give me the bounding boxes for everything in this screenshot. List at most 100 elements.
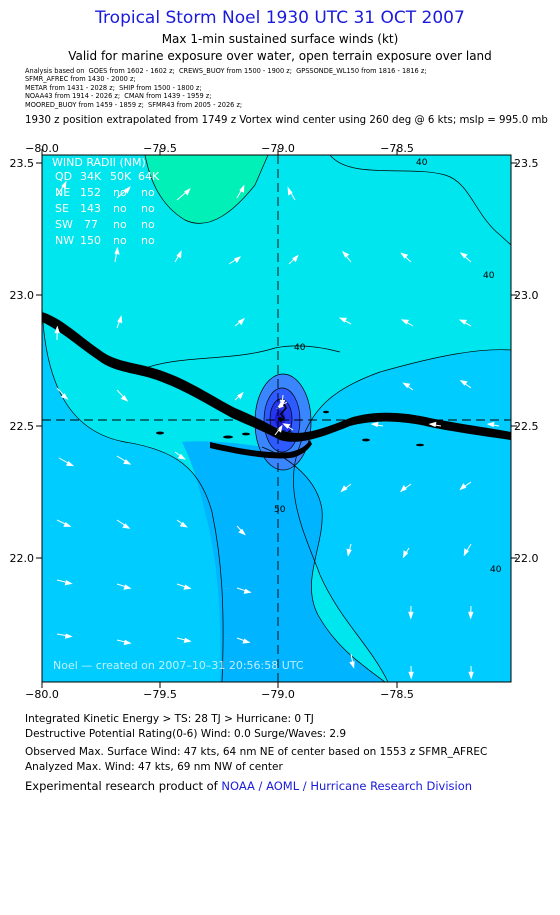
wind-arrow-head (114, 246, 120, 255)
wind-arrow-head (183, 584, 192, 590)
lat-tick-label: 22.0 (514, 552, 539, 565)
wind-radii-cell: 152 (80, 186, 101, 199)
wind-arrow-head (64, 633, 73, 639)
wind-arrow-head (177, 453, 186, 460)
wind-arrow-head (349, 661, 355, 669)
wind-radii-cell: no (113, 202, 127, 215)
lon-tick-label: −80.0 (25, 142, 59, 155)
wind-arrow-head (341, 250, 350, 258)
wind-radii-cell: no (141, 234, 155, 247)
wind-radii-cell: 143 (80, 202, 101, 215)
lon-tick-label: −79.5 (143, 142, 177, 155)
band-50-60 (182, 441, 385, 682)
contour-label: 40 (490, 565, 502, 575)
lat-tick-label: 22.5 (10, 420, 35, 433)
wind-radii-table: WIND RADII (NM) QD 34K 50K 64K NE 152 no… (52, 156, 160, 247)
wind-arrow-head (65, 460, 75, 467)
wind-vectors (54, 180, 500, 680)
wind-arrow-head (459, 379, 468, 386)
wind-arrow-head (292, 254, 299, 263)
wind-arrow-head (458, 319, 468, 325)
wind-arrow-head (282, 423, 291, 429)
wind-arrow-head (122, 523, 131, 529)
contour-label: 50 (274, 505, 286, 515)
wind-arrow-head (340, 485, 348, 493)
wind-radii-cell: no (113, 218, 127, 231)
wind-field-map: 40 40 40 40 50 50 − (10, 142, 539, 700)
analysis-line: MOORED_BUOY from 1459 - 1859 z; SFMR43 f… (25, 100, 243, 109)
wind-arrow-head (54, 325, 60, 334)
wind-radii-header: 50K (110, 170, 132, 183)
wind-arrow-head (370, 421, 379, 428)
contour-label: 40 (294, 343, 306, 353)
wind-arrow-head (124, 186, 131, 194)
wind-arrow-head (176, 250, 182, 259)
wind-radii-cell: NE (55, 186, 70, 199)
contour-label: 40 (483, 271, 495, 281)
lon-tick-label: −78.5 (380, 142, 414, 155)
wind-radii-cell: no (113, 234, 127, 247)
wind-arrow-head (287, 186, 293, 196)
wind-radii-cell: no (141, 186, 155, 199)
lon-tick-label: −79.0 (261, 142, 295, 155)
wind-radii-header: QD (55, 170, 72, 183)
lat-tick-label: 22.0 (10, 552, 35, 565)
wind-radii-cell: 77 (84, 218, 98, 231)
wind-arrow-head (234, 256, 242, 264)
validity-note: Valid for marine exposure over water, op… (68, 49, 492, 63)
wind-arrow-head (338, 317, 348, 323)
wind-arrow-head (123, 639, 132, 646)
wind-radii-title: WIND RADII (NM) (52, 156, 146, 169)
lat-tick-label: 23.0 (10, 289, 35, 302)
wind-contours: 40 40 40 40 50 50 (42, 155, 511, 682)
wind-arrow-head (279, 399, 286, 408)
wind-arrow-head (239, 184, 245, 193)
storm-track (279, 403, 287, 423)
lon-tick-label: −79.5 (143, 688, 177, 700)
wind-arrow-head (238, 528, 246, 536)
wind-arrow-head (242, 638, 251, 644)
analysis-line: NOAA43 from 1914 - 2026 z; CMAN from 143… (25, 92, 212, 101)
band-40-50 (42, 306, 511, 682)
analyzed-max-wind: Analyzed Max. Wind: 47 kts, 69 nm NW of … (25, 761, 283, 773)
wind-arrow-head (61, 180, 67, 189)
lon-tick-label: −78.5 (380, 688, 414, 700)
wind-arrow-head (123, 584, 132, 590)
map-watermark: Noel — created on 2007–10–31 20:56:58 UT… (53, 659, 304, 672)
wind-arrow-head (402, 382, 411, 389)
wind-radii-cell: 150 (80, 234, 101, 247)
map-title: Tropical Storm Noel 1930 UTC 31 OCT 2007 (95, 8, 465, 28)
wind-arrow-head (468, 671, 474, 680)
analysis-sources: Analysis based on GOES from 1602 - 1602 … (25, 67, 427, 109)
wind-radii-cell: NW (55, 234, 74, 247)
wind-arrow-head (63, 522, 72, 527)
wind-radii-header: 64K (138, 170, 160, 183)
analysis-line: SFMR_AFREC from 1430 - 2000 z; (25, 75, 136, 84)
ike-summary: Integrated Kinetic Energy > TS: 28 TJ > … (25, 713, 314, 725)
wind-arrow-head (64, 580, 73, 586)
land-cuba (42, 312, 511, 459)
wind-arrow-head (399, 484, 407, 493)
plot-frame (41, 154, 512, 683)
dpr-summary: Destructive Potential Rating(0-6) Wind: … (25, 728, 347, 740)
wind-radii-cell: no (141, 218, 155, 231)
wind-arrow-head (463, 548, 470, 557)
wind-arrow-head (60, 393, 69, 400)
credit-prefix: Experimental research product of (25, 779, 222, 793)
wind-arrow-head (468, 611, 474, 620)
wind-radii-cell: SE (55, 202, 69, 215)
lat-tick-label: 23.0 (514, 289, 539, 302)
wind-radii-header: 34K (80, 170, 102, 183)
axis-tick-labels: −80.0 −79.5 −79.0 −78.5 −80.0 −79.5 −79.… (10, 142, 539, 700)
wind-arrow-head (243, 588, 252, 594)
credit-organization-link[interactable]: NOAA / AOML / Hurricane Research Divisio… (221, 779, 473, 793)
wind-arrow-head (237, 317, 245, 326)
lat-tick-label: 23.5 (514, 157, 539, 170)
wind-arrow-head (459, 483, 467, 491)
wind-arrow-head (400, 252, 409, 259)
wind-arrow-head (123, 459, 132, 465)
wind-arrow-head (120, 395, 129, 402)
wind-arrow-head (346, 548, 352, 557)
wind-arrow-head (400, 319, 410, 325)
band-20-30 (145, 155, 268, 224)
